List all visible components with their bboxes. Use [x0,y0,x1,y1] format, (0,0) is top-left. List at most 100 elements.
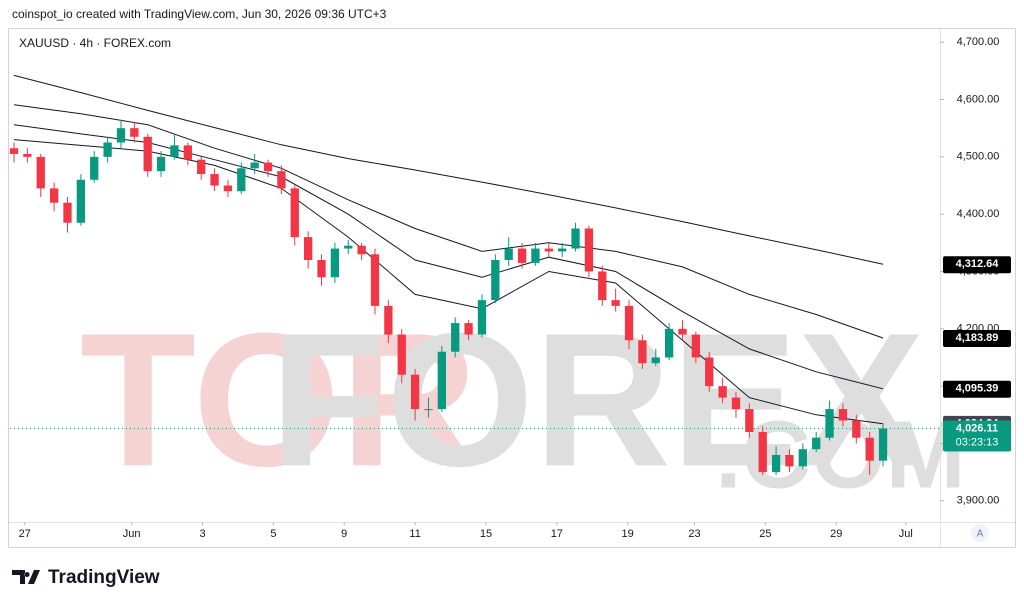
countdown-label: 03:23:13 [956,436,999,448]
ma-line [13,74,884,265]
candle-body [825,409,834,438]
price-tag [943,330,1011,348]
candle-body [130,128,139,137]
footer-logo-text: TradingView [48,567,160,588]
candle-body [370,254,380,306]
candle-body [410,374,420,410]
y-tick-label: 4,600.00 [957,93,1000,105]
candle-body [424,409,433,411]
candle-body [491,260,500,301]
candle-body [451,323,460,352]
symbol-title: XAUUSD · 4h · FOREX.com [19,36,171,50]
tradingview-logo: TradingView [12,567,160,588]
candle-body [464,323,473,335]
price-tag-label: 4,312.64 [956,258,1000,270]
candle-body [223,185,233,192]
chart-frame [8,28,1016,548]
x-tick-label: 19 [622,528,634,540]
candle-body [357,245,366,255]
candle-body [90,156,99,180]
x-tick-label: 27 [19,528,31,540]
auto-scale-label[interactable]: A [977,529,984,540]
x-tick-label: Jun [123,528,141,540]
x-tick-label: 5 [270,528,276,540]
x-tick-label: 9 [341,528,347,540]
candle-body [638,340,647,364]
x-tick-label: 23 [688,528,700,540]
candle-body [517,248,527,263]
x-tick-label: 25 [759,528,771,540]
ma-line [13,139,884,425]
candle-body [23,153,32,157]
candle-body [745,409,754,432]
x-tick-label: 17 [551,528,563,540]
logo-icon [12,570,40,584]
ma-line [13,124,884,390]
candle-body [290,188,299,238]
x-tick-label: 11 [409,528,420,540]
candle-body [798,449,807,467]
candle-body [76,179,86,223]
candle-body [397,334,406,375]
candle-body [263,162,273,172]
x-tick-label: 29 [830,528,842,540]
candle-body [812,437,821,450]
candle-body [651,357,660,364]
candle-body [156,156,166,172]
candle-body [771,454,781,473]
candle-body [758,431,767,473]
price-tag [943,420,1011,452]
price-tag [943,380,1011,398]
price-tag-label: 4,026.11 [956,422,998,434]
candle-body [678,328,687,335]
candle-body [36,156,45,189]
candle-body [852,420,861,438]
auto-scale-button[interactable] [971,524,989,542]
y-tick-label: 3,900.00 [957,495,1000,507]
candle-body [197,159,206,175]
header: coinspot_io created with TradingView.com… [12,7,387,21]
y-tick-label: 4,400.00 [957,208,1000,220]
candle-body [237,168,246,192]
candle-body [317,260,326,278]
candle-body [731,397,741,410]
x-tick-label: 3 [199,528,205,540]
candle-body [705,357,714,387]
candle-body [103,142,112,157]
axes: 3,900.004,000.004,100.004,200.004,300.00… [19,36,1011,540]
candle-body [544,248,553,252]
candle-body [277,171,286,189]
y-tick-label: 4,700.00 [957,36,1000,48]
candle-body [384,305,393,335]
candle-body [718,386,727,398]
candle-body [504,248,513,261]
candle-body [344,245,353,249]
candle-body [611,300,620,306]
candle-body [624,305,634,341]
watermark-text: FOREX [270,294,925,506]
ma-line [13,104,884,339]
price-tag-label: 4,183.89 [956,332,999,344]
x-tick-label: 15 [480,528,492,540]
candle-body [9,148,19,154]
candle-body [531,248,540,263]
candle-body [437,351,446,410]
price-tag-label: 4,095.39 [956,383,999,395]
candle-body [664,328,674,358]
candle-body [116,128,126,143]
price-tag [943,256,1011,274]
candle-body [477,300,487,335]
candle-body [304,237,313,261]
candle-body [143,136,152,172]
candle-body [330,248,340,278]
candle-body [49,188,59,203]
candle-body [558,248,567,252]
candle-body [838,409,848,421]
candle-body [878,428,888,461]
candle-body [785,454,794,467]
candle-body [571,228,580,249]
